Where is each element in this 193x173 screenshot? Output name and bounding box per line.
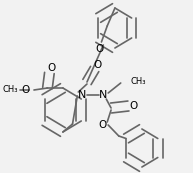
Text: O: O [98, 120, 107, 130]
Text: O: O [22, 85, 30, 95]
Text: CH₃: CH₃ [130, 76, 146, 85]
Text: O: O [95, 44, 104, 54]
Text: O: O [129, 101, 137, 111]
Text: N: N [78, 90, 86, 100]
Text: O: O [93, 60, 102, 70]
Text: N: N [99, 90, 108, 100]
Text: CH₃: CH₃ [2, 85, 18, 94]
Text: O: O [47, 63, 55, 73]
